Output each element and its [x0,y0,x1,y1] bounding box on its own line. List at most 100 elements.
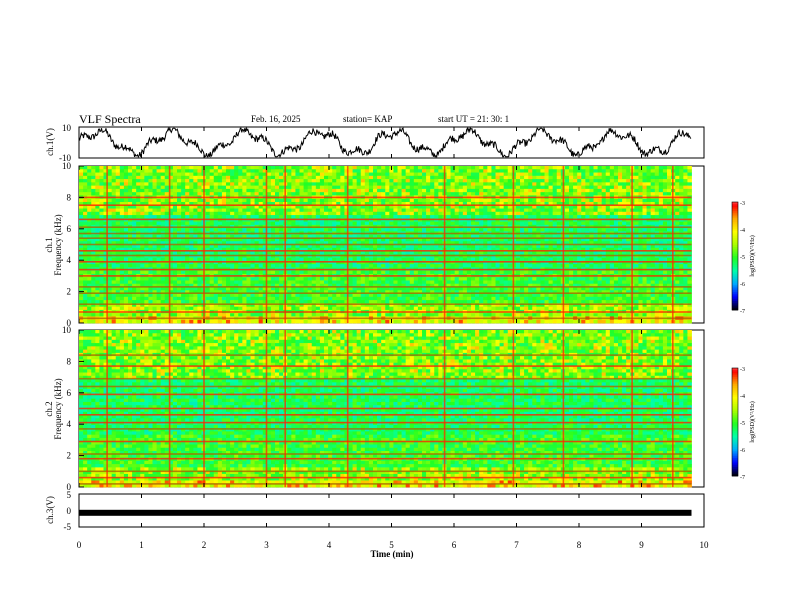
spectrogram-cell [83,211,88,216]
spectrogram-cell [373,270,378,275]
spectrogram-cell [279,244,284,249]
spectrogram-cell [528,237,533,242]
spectrogram-cell [650,208,656,213]
spectrogram-cell [136,228,141,232]
spectrogram-cell [213,208,219,213]
spectrogram-cell [564,234,570,239]
spectrogram-cell [675,166,680,170]
spectrogram-cell [605,172,611,177]
spectrogram-cell [454,270,460,275]
spectrogram-cell [91,270,96,275]
spectrogram-cell [646,166,652,170]
spectrogram-cell [675,241,680,245]
spectrogram-cell [95,166,100,170]
spectrogram-cell [128,192,133,196]
spectrogram-cell [279,251,284,255]
spectrogram-cell [524,179,529,183]
spectrogram-cell [385,175,390,180]
spectrogram-cell [230,175,235,180]
spectrogram-cell [132,166,137,170]
spectrogram-cell [95,251,100,255]
spectrogram-cell [360,185,366,190]
spectrogram-cell [646,244,652,249]
spectrogram-cell [393,201,398,206]
spectrogram-cell [634,228,639,232]
spectrogram-cell [577,175,582,180]
spectrogram-cell [226,198,231,203]
spectrogram-cell [91,260,96,265]
spectrogram-cell [295,211,300,216]
spectrogram-cell [417,169,423,173]
spectrogram-cell [226,228,231,232]
spectrogram-cell [128,270,133,275]
spectrogram-cell [646,251,652,255]
spectrogram-cell [123,192,129,196]
spectrogram-cell [430,172,435,177]
spectrogram-cell [569,244,574,249]
spectrogram-cell [246,185,251,190]
spectrogram-cell [426,241,431,245]
spectrogram-cell [536,205,541,209]
spectrogram-cell [589,201,594,206]
spectrogram-cell [226,166,231,170]
spectrogram-cell [654,260,660,265]
spectrogram-cell [454,169,460,173]
spectrogram-cell [340,244,345,249]
spectrogram-cell [185,237,190,242]
spectrogram-cell [475,185,480,190]
spectrogram-cell [295,169,300,173]
spectrogram-cell [295,175,300,180]
spectrogram-cell [679,208,684,213]
spectrogram-cell [417,198,423,203]
spectrogram-cell [622,228,627,232]
spectrogram-cell [556,221,562,226]
spectrogram-cell [609,234,615,239]
spectrogram-cell [593,188,598,193]
spectrogram-cell [540,244,545,249]
spectrogram-cell [352,205,358,209]
spectrogram-cell [679,179,684,183]
spectrogram-cell [250,251,255,255]
spectrogram-cell [434,247,439,252]
spectrogram-cell [618,251,623,255]
spectrogram-cell [258,198,264,203]
spectrogram-cell [454,172,460,177]
spectrogram-cell [79,251,84,255]
spectrogram-cell [430,270,435,275]
spectrogram-cell [609,251,615,255]
spectrogram-cell [168,247,174,252]
spectrogram-cell [458,205,464,209]
spectrogram-cell [654,228,660,232]
spectrogram-cell [275,198,280,203]
spectrogram-cell [324,211,329,216]
spectrogram-cell [266,182,272,187]
spectrogram-cell [638,264,643,268]
spectrogram-cell [495,188,500,193]
spectrogram-cell [246,205,251,209]
spectrogram-cell [99,221,104,226]
spectrogram-cell [258,247,264,252]
spectrogram-cell [250,179,255,183]
spectrogram-cell [430,221,435,226]
spectrogram-cell [528,260,533,265]
spectrogram-cell [430,179,435,183]
spectrogram-cell [103,185,108,190]
spectrogram-cell [136,205,141,209]
spectrogram-cell [426,172,431,177]
spectrogram-cell [597,234,603,239]
spectrogram-cell [601,234,607,239]
spectrogram-cell [487,228,492,232]
spectrogram-cell [324,215,329,219]
spectrogram-cell [136,237,141,242]
spectrogram-cell [479,182,484,187]
spectrogram-cell [573,182,578,187]
spectrogram-cell [397,260,402,265]
spectrogram-cell [177,192,182,196]
spectrogram-cell [95,185,100,190]
spectrogram-cell [458,182,464,187]
spectrogram-cell [352,182,358,187]
spectrogram-cell [634,198,639,203]
spectrogram-cell [368,264,374,268]
spectrogram-cell [634,270,639,275]
spectrogram-cell [107,264,113,268]
